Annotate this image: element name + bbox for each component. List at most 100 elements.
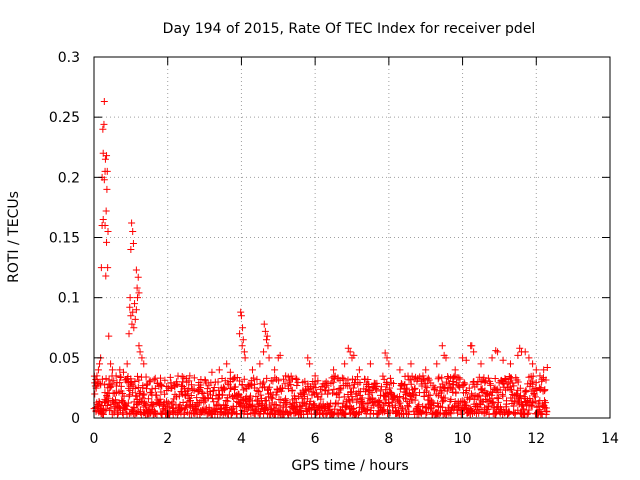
data-point [126, 303, 134, 311]
data-point [103, 167, 111, 175]
data-point [100, 176, 108, 184]
data-point [329, 378, 337, 386]
data-point [407, 380, 415, 388]
y-tick-labels: 0 0.05 0.1 0.15 0.2 0.25 0.3 [49, 50, 80, 427]
x-tick-label: 10 [454, 431, 472, 447]
data-point [411, 396, 419, 404]
data-point [447, 410, 455, 418]
data-point [253, 386, 261, 394]
data-point [238, 342, 246, 350]
data-point [364, 376, 372, 384]
data-point [507, 394, 515, 402]
data-point [129, 308, 137, 316]
data-point [181, 391, 189, 399]
data-point [330, 385, 338, 393]
data-point [214, 378, 222, 386]
data-point [129, 240, 137, 248]
data-point [187, 392, 195, 400]
x-tick-label: 2 [163, 431, 172, 447]
data-point [287, 381, 295, 389]
data-point [422, 410, 430, 418]
data-point [256, 360, 264, 368]
data-point [98, 375, 106, 383]
data-point [297, 403, 305, 411]
data-point [344, 376, 352, 384]
data-point [131, 378, 139, 386]
data-point [539, 403, 547, 411]
data-point [156, 380, 164, 388]
data-point [193, 394, 201, 402]
data-point [381, 349, 389, 357]
data-point [179, 398, 187, 406]
data-point [502, 400, 510, 408]
data-point [136, 348, 144, 356]
data-point [108, 366, 116, 374]
data-point [116, 373, 124, 381]
data-point [142, 400, 150, 408]
data-point [253, 375, 261, 383]
data-point [260, 378, 268, 386]
data-point [127, 246, 135, 254]
data-point [383, 380, 391, 388]
data-point [190, 374, 198, 382]
data-point [224, 397, 232, 405]
data-point [228, 409, 236, 417]
data-point [276, 351, 284, 359]
data-point [514, 378, 522, 386]
data-point [293, 382, 301, 390]
data-point [461, 380, 469, 388]
data-point [317, 395, 325, 403]
data-point [514, 351, 522, 359]
data-point [139, 382, 147, 390]
data-point [101, 221, 109, 229]
data-point [516, 384, 524, 392]
data-point [509, 391, 517, 399]
data-point [289, 399, 297, 407]
data-point [169, 398, 177, 406]
data-point [119, 368, 127, 376]
data-point [223, 360, 231, 368]
y-tick-label: 0.05 [49, 351, 80, 367]
data-point [405, 399, 413, 407]
data-point [477, 377, 485, 385]
data-point [354, 373, 362, 381]
data-point [102, 272, 110, 280]
data-point [278, 384, 286, 392]
data-point [407, 376, 415, 384]
data-point [341, 360, 349, 368]
data-point [184, 390, 192, 398]
data-point [102, 405, 110, 413]
data-point [110, 377, 118, 385]
data-point [523, 410, 531, 418]
data-point [136, 388, 144, 396]
data-point [236, 330, 244, 338]
data-point [344, 344, 352, 352]
data-point [396, 366, 404, 374]
data-point [456, 375, 464, 383]
data-point [116, 366, 124, 374]
data-point [244, 381, 252, 389]
data-point [449, 380, 457, 388]
data-point [156, 374, 164, 382]
data-point [266, 383, 274, 391]
x-tick-label: 14 [601, 431, 619, 447]
data-point [210, 384, 218, 392]
grid-lines [94, 57, 610, 418]
data-point [451, 366, 459, 374]
data-point [126, 294, 134, 302]
data-point [389, 380, 397, 388]
data-point [438, 374, 446, 382]
data-point [491, 375, 499, 383]
data-point [131, 300, 139, 308]
data-point [239, 336, 247, 344]
data-point [415, 401, 423, 409]
data-point [250, 374, 258, 382]
data-point [404, 403, 412, 411]
x-tick-label: 6 [311, 431, 320, 447]
data-point [135, 289, 143, 297]
data-point [346, 348, 354, 356]
data-point [430, 402, 438, 410]
axis-ticks [93, 56, 611, 419]
data-point [521, 348, 529, 356]
data-point [532, 379, 540, 387]
